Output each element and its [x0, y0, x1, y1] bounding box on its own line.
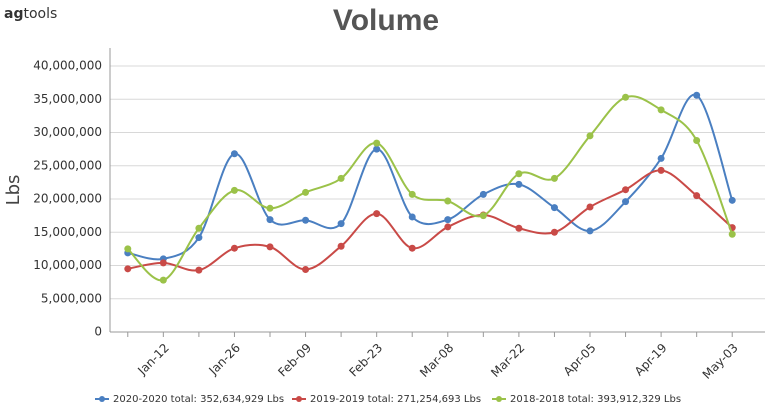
- point: [337, 174, 345, 182]
- point: [550, 204, 558, 212]
- point: [337, 242, 345, 250]
- point: [693, 192, 701, 200]
- y-tick-label: 0: [94, 325, 102, 339]
- point: [693, 91, 701, 99]
- point: [373, 145, 381, 153]
- point: [479, 190, 487, 198]
- point: [195, 266, 203, 274]
- point: [266, 243, 274, 251]
- y-tick-label: 30,000,000: [33, 125, 102, 139]
- point: [302, 265, 310, 273]
- point: [373, 139, 381, 147]
- legend-label: 2018-2018 total: 393,912,329 Lbs: [510, 394, 681, 405]
- point: [159, 259, 167, 267]
- point: [230, 244, 238, 252]
- point: [657, 106, 665, 114]
- point: [622, 198, 630, 206]
- point: [124, 245, 132, 253]
- point: [302, 188, 310, 196]
- x-tick-label: May-03: [700, 341, 741, 382]
- point: [693, 136, 701, 144]
- point: [195, 224, 203, 232]
- y-tick-label: 35,000,000: [33, 92, 102, 106]
- point: [373, 210, 381, 218]
- point: [195, 234, 203, 242]
- legend-marker: [496, 396, 502, 402]
- point: [337, 220, 345, 228]
- point: [622, 186, 630, 194]
- x-tick-label: Jan-12: [134, 341, 172, 379]
- point: [444, 197, 452, 205]
- x-tick-label: Mar-22: [488, 341, 527, 380]
- point: [479, 212, 487, 220]
- y-tick-label: 20,000,000: [33, 192, 102, 206]
- point: [230, 186, 238, 194]
- legend-label: 2020-2020 total: 352,634,929 Lbs: [113, 394, 284, 405]
- point: [728, 196, 736, 204]
- point: [515, 224, 523, 232]
- point: [408, 213, 416, 221]
- legend-marker: [296, 396, 302, 402]
- point: [728, 230, 736, 238]
- brand: agtools: [4, 6, 57, 22]
- point: [266, 204, 274, 212]
- brand-bold: ag: [4, 6, 23, 22]
- point: [515, 180, 523, 188]
- series-line: [127, 95, 734, 282]
- point: [657, 154, 665, 162]
- point: [266, 216, 274, 224]
- x-tick-label: Feb-09: [275, 341, 314, 380]
- point: [444, 216, 452, 224]
- point: [622, 93, 630, 101]
- point: [230, 150, 238, 158]
- point: [515, 170, 523, 178]
- point: [550, 174, 558, 182]
- point: [586, 227, 594, 235]
- legend-marker: [99, 396, 105, 402]
- x-tick-label: Mar-08: [417, 341, 456, 380]
- y-tick-label: 40,000,000: [33, 59, 102, 73]
- point: [586, 132, 594, 140]
- point: [124, 265, 132, 273]
- x-tick-label: Jan-26: [205, 341, 243, 379]
- point: [408, 244, 416, 252]
- x-tick-label: Feb-23: [346, 341, 385, 380]
- point: [586, 203, 594, 211]
- series-line: [127, 93, 734, 261]
- point: [408, 190, 416, 198]
- legend-label: 2019-2019 total: 271,254,693 Lbs: [310, 394, 481, 405]
- y-tick-label: 25,000,000: [33, 158, 102, 172]
- point: [657, 166, 665, 174]
- y-axis-label: Lbs: [3, 175, 24, 206]
- brand-rest: tools: [23, 6, 57, 22]
- point: [550, 228, 558, 236]
- point: [302, 216, 310, 224]
- chart-title: Volume: [333, 4, 439, 37]
- x-tick-label: Apr-19: [632, 341, 670, 379]
- point: [444, 223, 452, 231]
- point: [159, 276, 167, 284]
- y-tick-label: 15,000,000: [33, 225, 102, 239]
- y-tick-label: 5,000,000: [41, 291, 102, 305]
- y-tick-label: 10,000,000: [33, 258, 102, 272]
- x-tick-label: Apr-05: [561, 341, 599, 379]
